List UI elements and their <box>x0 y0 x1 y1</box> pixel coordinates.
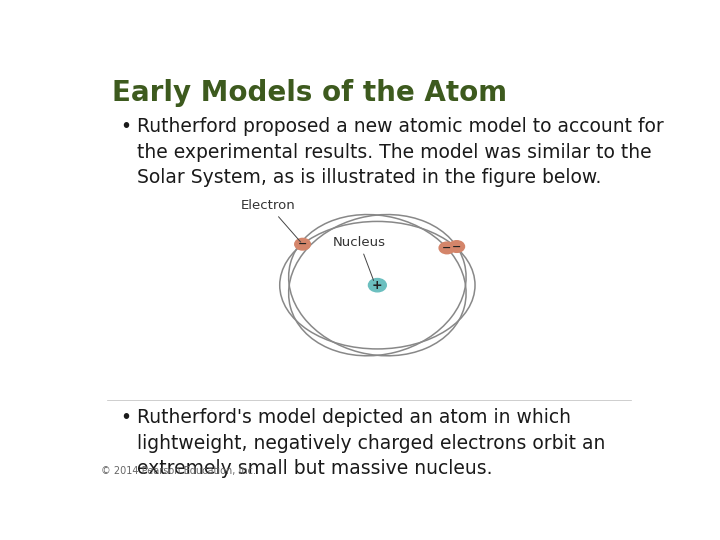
Circle shape <box>449 241 464 252</box>
Text: Nucleus: Nucleus <box>333 235 386 280</box>
Text: Electron: Electron <box>241 199 301 242</box>
Text: −: − <box>298 239 307 249</box>
Text: •: • <box>121 117 132 136</box>
Text: −: − <box>442 243 451 253</box>
Text: Early Models of the Atom: Early Models of the Atom <box>112 79 508 107</box>
Text: Rutherford's model depicted an atom in which
lightweight, negatively charged ele: Rutherford's model depicted an atom in w… <box>138 408 606 478</box>
Text: −: − <box>452 241 462 252</box>
Text: © 2014 Pearson Education, Inc.: © 2014 Pearson Education, Inc. <box>101 465 256 476</box>
Text: Rutherford proposed a new atomic model to account for
the experimental results. : Rutherford proposed a new atomic model t… <box>138 117 664 187</box>
Circle shape <box>294 238 310 250</box>
Circle shape <box>369 279 387 292</box>
Text: •: • <box>121 408 132 427</box>
Text: +: + <box>372 279 383 292</box>
Circle shape <box>439 242 455 254</box>
